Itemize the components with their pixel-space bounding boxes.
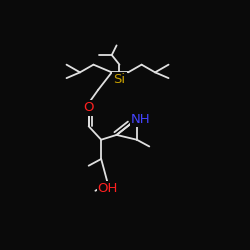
Text: OH: OH <box>98 182 118 195</box>
Text: O: O <box>84 102 94 114</box>
Text: NH: NH <box>131 113 150 126</box>
Text: Si: Si <box>114 72 126 86</box>
